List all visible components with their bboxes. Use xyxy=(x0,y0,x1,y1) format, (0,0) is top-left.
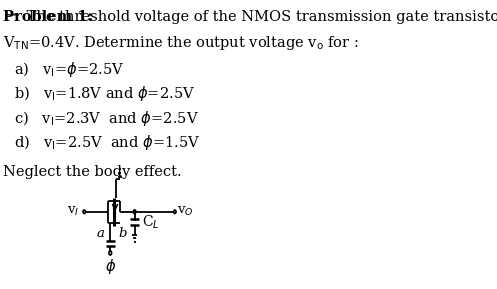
Text: d)   v$_\mathrm{I}$=2.5V  and $\phi$=1.5V: d) v$_\mathrm{I}$=2.5V and $\phi$=1.5V xyxy=(14,133,200,152)
Text: v$_I$: v$_I$ xyxy=(68,205,80,218)
Text: b)   v$_\mathrm{I}$=1.8V and $\phi$=2.5V: b) v$_\mathrm{I}$=1.8V and $\phi$=2.5V xyxy=(14,84,195,103)
Text: a: a xyxy=(97,227,105,240)
Text: Neglect the body effect.: Neglect the body effect. xyxy=(3,164,182,179)
Text: c)   v$_\mathrm{I}$=2.3V  and $\phi$=2.5V: c) v$_\mathrm{I}$=2.3V and $\phi$=2.5V xyxy=(14,109,199,128)
Text: v$_O$: v$_O$ xyxy=(177,205,194,218)
Text: b: b xyxy=(118,227,127,240)
Text: $\phi$: $\phi$ xyxy=(105,257,116,276)
Text: a)   v$_\mathrm{I}$=$\phi$=2.5V: a) v$_\mathrm{I}$=$\phi$=2.5V xyxy=(14,60,124,79)
Text: C$_L$: C$_L$ xyxy=(142,214,159,231)
Circle shape xyxy=(133,210,136,214)
Text: The threshold voltage of the NMOS transmission gate transistor in the figure bel: The threshold voltage of the NMOS transm… xyxy=(22,10,497,24)
Text: V$_{\mathrm{TN}}$=0.4V. Determine the output voltage v$_\mathrm{o}$ for :: V$_{\mathrm{TN}}$=0.4V. Determine the ou… xyxy=(3,34,359,52)
Text: Problem 1:: Problem 1: xyxy=(3,10,93,24)
